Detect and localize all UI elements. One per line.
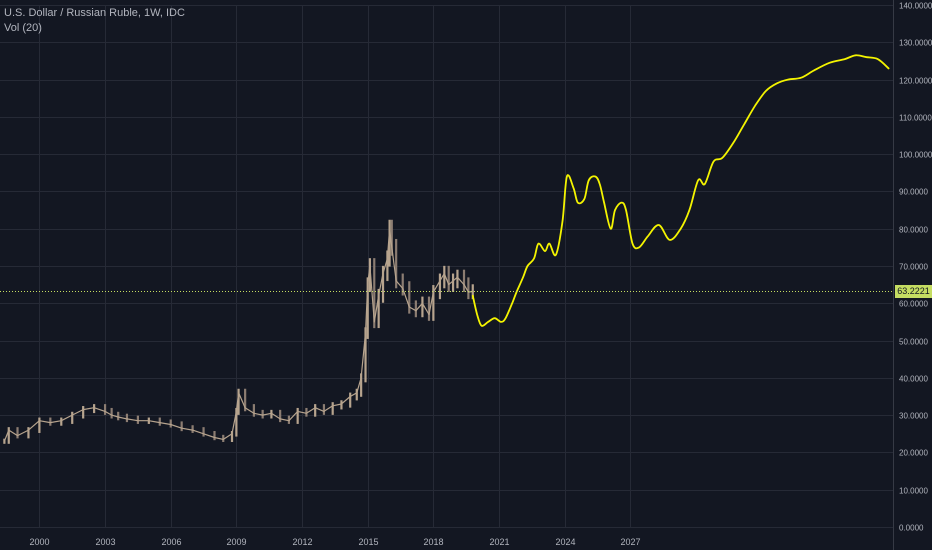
x-tick-label: 2027: [620, 537, 640, 547]
chart-legend: U.S. Dollar / Russian Ruble, 1W, IDC Vol…: [4, 6, 185, 36]
symbol-title[interactable]: U.S. Dollar / Russian Ruble, 1W, IDC: [4, 7, 185, 19]
x-tick-label: 2012: [292, 537, 312, 547]
time-axis: 2000 2003 2006 2009 2012 2015 2018 2021 2024 2027: [29, 537, 640, 547]
y-tick-label: 120.0000: [899, 77, 932, 86]
price-axis: 0.0000 10.0000 20.0000 30.0000 40.0000 50.000…: [893, 0, 932, 550]
y-tick-label: 100.0000: [899, 151, 932, 160]
x-tick-label: 2006: [161, 537, 181, 547]
candle-close-line: [3, 228, 473, 442]
x-tick-label: 2015: [358, 537, 378, 547]
current-price-label: 63.2221: [895, 285, 932, 298]
x-tick-label: 2000: [29, 537, 49, 547]
y-tick-label: 110.0000: [899, 114, 932, 123]
y-tick-label: 60.0000: [899, 300, 928, 309]
y-tick-label: 30.0000: [899, 412, 928, 421]
y-tick-label: 10.0000: [899, 487, 928, 496]
x-tick-label: 2018: [423, 537, 443, 547]
y-tick-label: 40.0000: [899, 375, 928, 384]
x-tick-label: 2024: [555, 537, 575, 547]
grid: [0, 5, 893, 528]
y-tick-label: 0.0000: [899, 524, 924, 533]
y-tick-label: 50.0000: [899, 338, 928, 347]
projection-series: [471, 54, 890, 327]
y-tick-label: 70.0000: [899, 263, 928, 272]
x-tick-label: 2003: [95, 537, 115, 547]
indicator-label[interactable]: Vol (20): [4, 22, 42, 34]
y-tick-label: 130.0000: [899, 39, 932, 48]
y-tick-label: 80.0000: [899, 226, 928, 235]
y-tick-label: 20.0000: [899, 449, 928, 458]
y-tick-label: 140.0000: [899, 2, 932, 11]
y-tick-label: 90.0000: [899, 188, 928, 197]
x-tick-label: 2009: [226, 537, 246, 547]
candle-series: [3, 219, 474, 444]
x-tick-label: 2021: [489, 537, 509, 547]
projection-line: [471, 54, 890, 327]
